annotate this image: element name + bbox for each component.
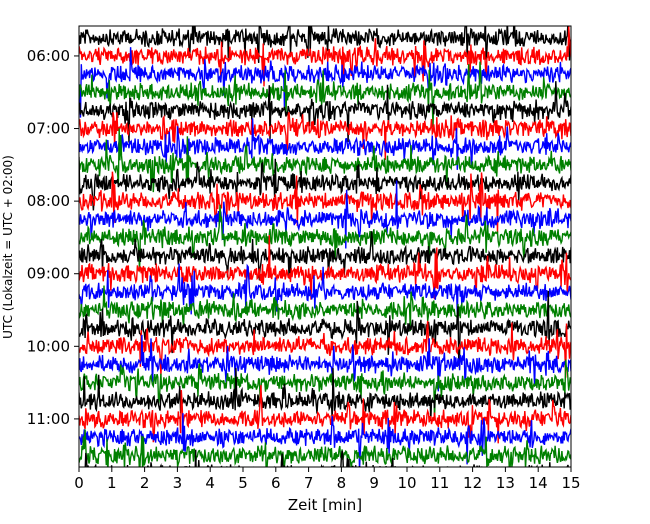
y-axis: 06:00 07:00 08:00 09:00 10:00 11:00 — [27, 47, 79, 428]
trace-4 — [79, 61, 571, 128]
x-tick-label: 3 — [173, 474, 183, 492]
y-tick-label: 09:00 — [27, 265, 70, 283]
trace-18 — [79, 320, 571, 378]
trace-3 — [79, 47, 571, 118]
trace-17 — [79, 290, 571, 366]
x-tick-label: 4 — [205, 474, 215, 492]
y-tick-label: 08:00 — [27, 192, 70, 210]
trace-23 — [79, 413, 571, 467]
trace-10 — [79, 171, 571, 234]
y-tick-label: 06:00 — [27, 47, 70, 65]
trace-20 — [79, 359, 571, 421]
trace-12 — [79, 204, 571, 272]
trace-6 — [79, 111, 571, 161]
x-tick-label: 8 — [337, 474, 347, 492]
trace-21 — [79, 367, 571, 422]
trace-5 — [79, 81, 571, 143]
trace-13 — [79, 231, 571, 281]
x-tick-label: 6 — [271, 474, 281, 492]
x-tick-label: 2 — [140, 474, 150, 492]
x-tick-label: 10 — [397, 474, 416, 492]
x-tick-label: 7 — [304, 474, 314, 492]
x-tick-label: 0 — [74, 474, 84, 492]
x-tick-label: 12 — [463, 474, 482, 492]
x-tick-label: 5 — [238, 474, 248, 492]
trace-15 — [79, 263, 571, 315]
trace-16 — [79, 285, 571, 332]
x-tick-label: 14 — [529, 474, 548, 492]
x-tick-label: 15 — [561, 474, 580, 492]
trace-24 — [79, 429, 571, 467]
trace-1 — [79, 26, 571, 63]
y-tick-label: 11:00 — [27, 410, 70, 428]
trace-22 — [79, 385, 571, 444]
trace-9 — [79, 156, 571, 211]
plot-frame — [78, 25, 572, 468]
y-tick-label: 10:00 — [27, 337, 70, 355]
trace-7 — [79, 118, 571, 170]
trace-11 — [79, 180, 571, 249]
trace-2 — [79, 26, 571, 87]
x-tick-label: 9 — [369, 474, 379, 492]
x-axis-label: Zeit [min] — [288, 496, 362, 514]
y-tick-label: 07:00 — [27, 120, 70, 138]
y-axis-label: UTC (Lokalzeit = UTC + 02:00) — [1, 155, 15, 339]
trace-19 — [79, 334, 571, 392]
seismic-traces — [79, 26, 571, 467]
x-axis: 0 1 2 3 4 5 6 7 8 9 10 11 12 13 14 15 — [74, 467, 581, 492]
x-tick-label: 11 — [430, 474, 449, 492]
x-tick-label: 13 — [496, 474, 515, 492]
trace-14 — [79, 234, 571, 300]
trace-8 — [79, 128, 571, 193]
x-tick-label: 1 — [107, 474, 117, 492]
